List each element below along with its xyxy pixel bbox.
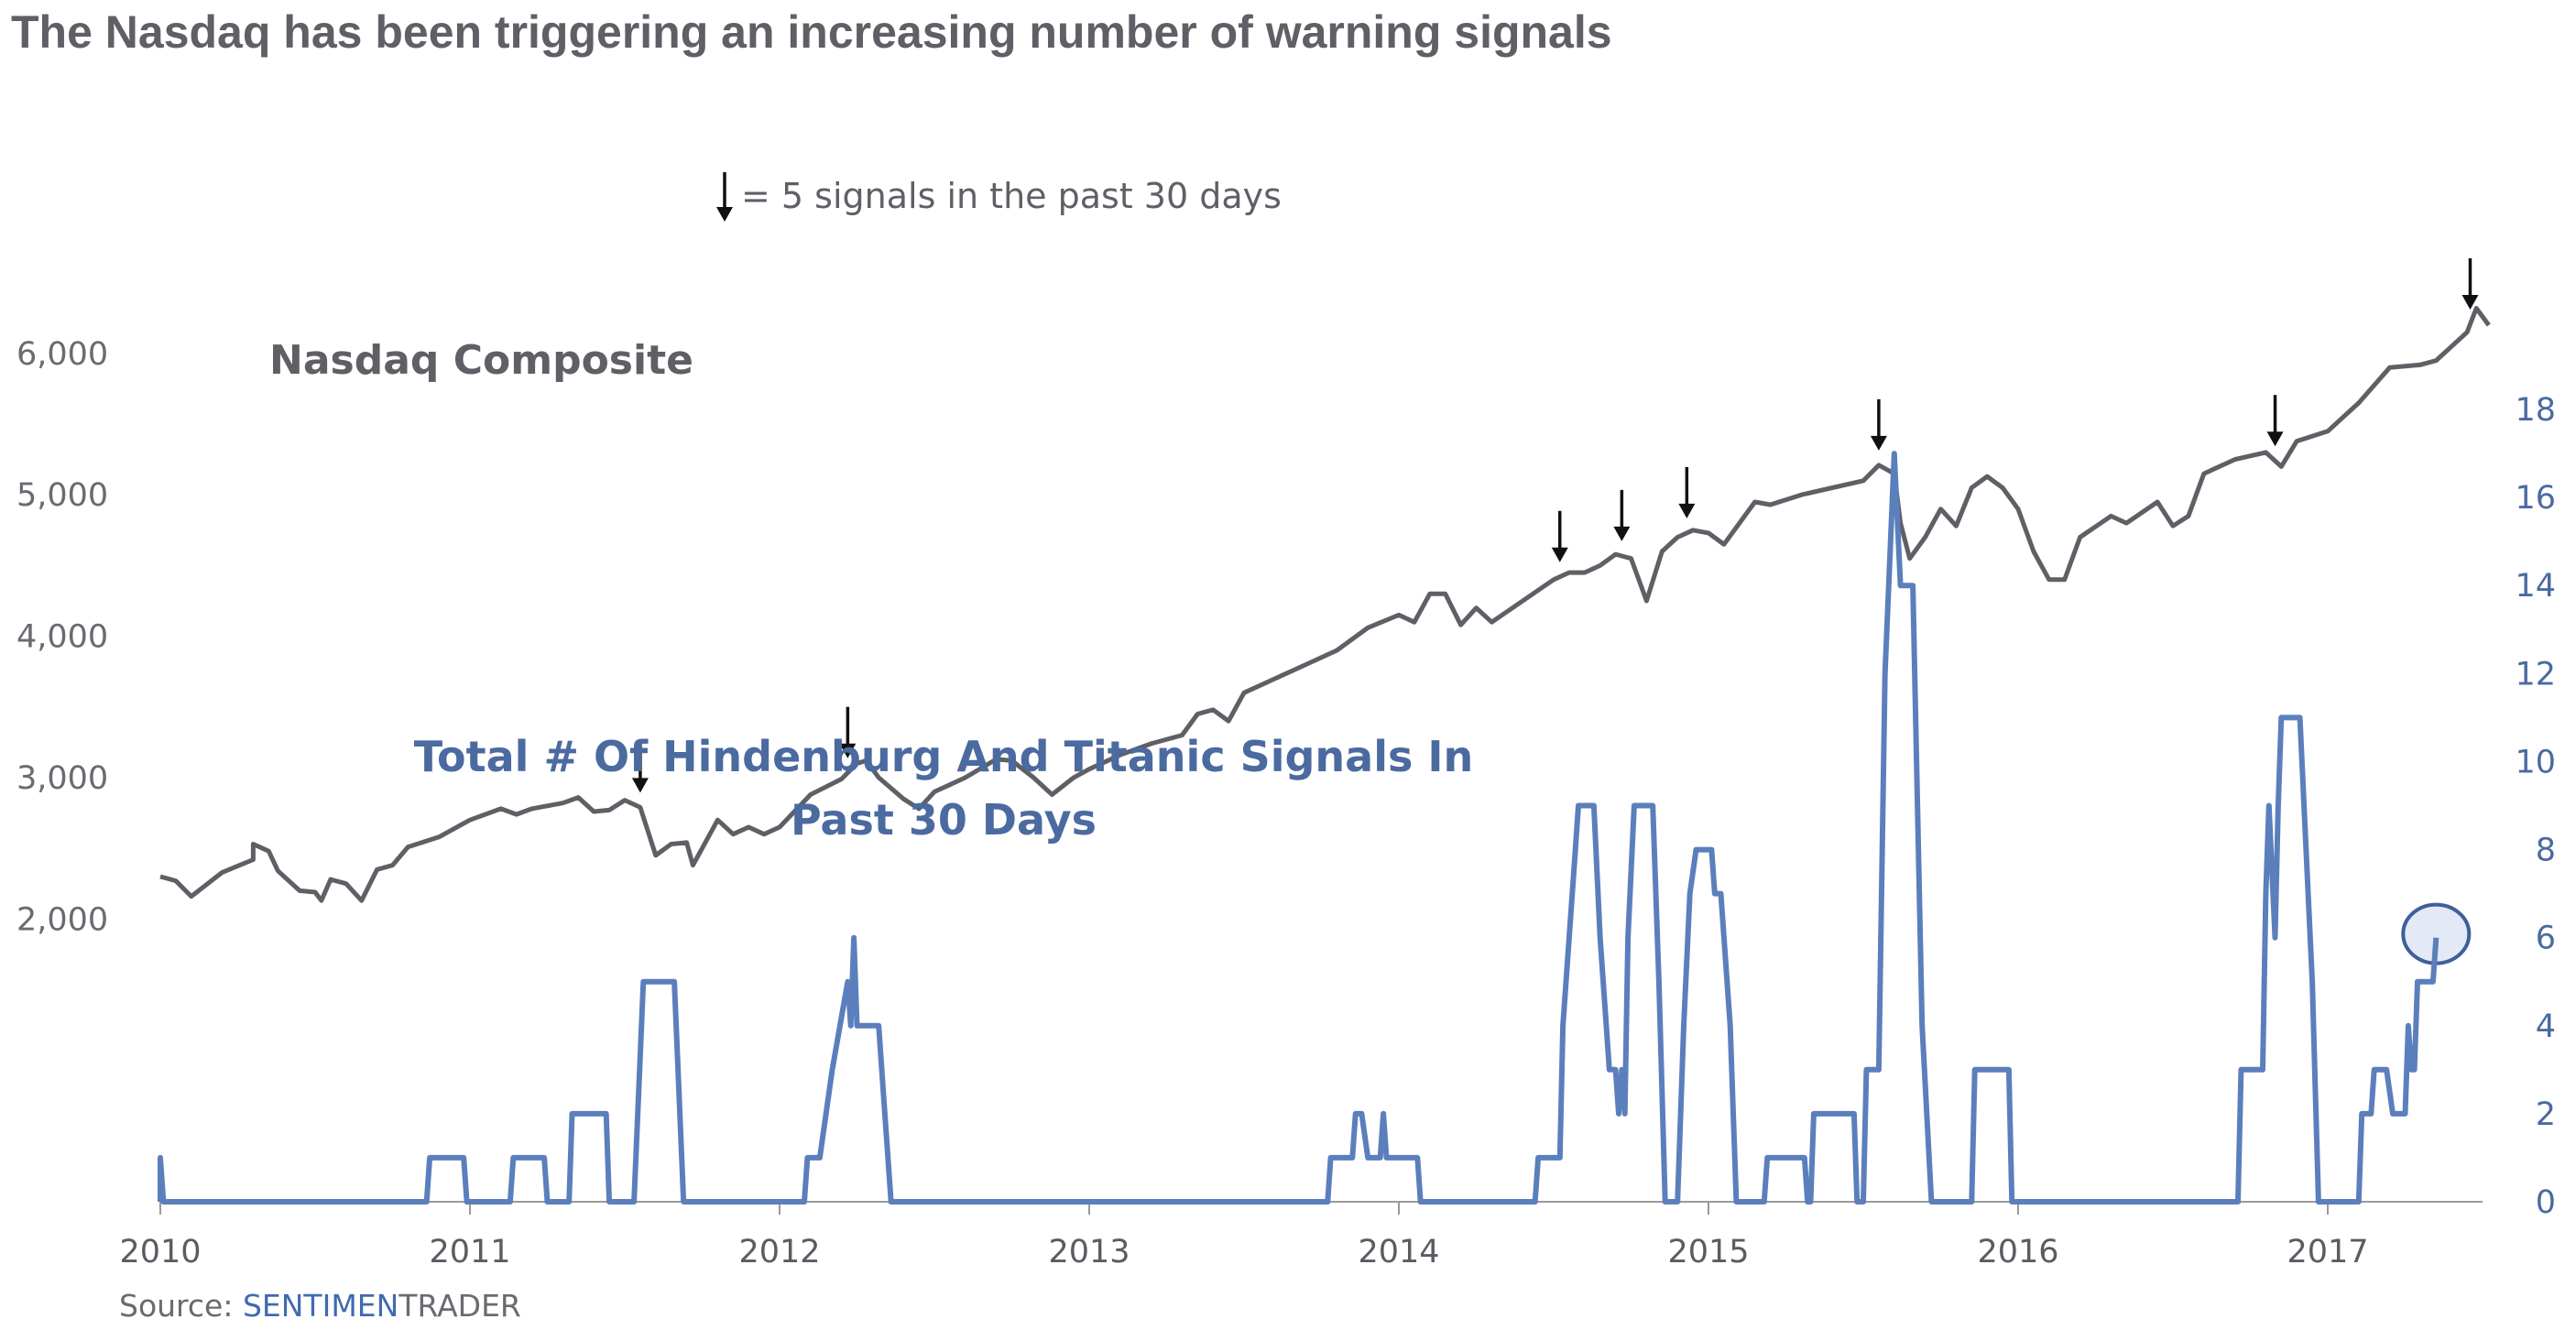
warning-arrow-icon (1678, 466, 1696, 518)
legend-note: = 5 signals in the past 30 days (741, 176, 1282, 216)
right-tick-label: 0 (2536, 1184, 2556, 1221)
right-tick-label: 6 (2536, 921, 2556, 957)
right-axis: 0 2 4 6 8 10 12 14 16 18 (2515, 392, 2556, 1221)
left-tick-label: 3,000 (16, 760, 108, 797)
nasdaq-composite-line (159, 306, 2491, 903)
warning-arrow-icon (2266, 395, 2284, 447)
signals-count-line (158, 451, 2440, 1205)
x-tick-label: 2013 (1048, 1234, 1130, 1270)
right-tick-label: 14 (2515, 568, 2556, 605)
signals-series-label-line1: Total # Of Hindenburg And Titanic Signal… (414, 732, 1473, 781)
warning-arrow-icon (1613, 489, 1631, 541)
warning-arrow-icon (1551, 510, 1568, 562)
warning-arrow-icon (1870, 398, 1887, 451)
warning-arrow-icon (839, 706, 857, 758)
warning-arrow-head (839, 743, 857, 758)
x-tick-label: 2014 (1358, 1234, 1439, 1270)
left-tick-label: 2,000 (16, 901, 108, 938)
left-axis: 2,000 3,000 4,000 5,000 6,000 (16, 336, 108, 938)
warning-arrow-head (631, 778, 649, 793)
source-credit: Source: SENTIMENTRADER (119, 1288, 521, 1324)
warning-arrow-head (1613, 526, 1631, 541)
warning-arrow-icon (2461, 257, 2479, 310)
source-brand-grey: TRADER (398, 1288, 521, 1324)
nasdaq-series-label: Nasdaq Composite (269, 337, 693, 384)
source-brand-blue: SENTIMEN (243, 1288, 398, 1324)
warning-arrow-icon (631, 741, 649, 793)
right-tick-label: 4 (2536, 1008, 2556, 1045)
warning-arrow-head (1678, 503, 1696, 518)
x-axis: 2010 2011 2012 2013 2014 2015 2016 2017 (119, 1202, 2369, 1270)
left-tick-label: 5,000 (16, 477, 108, 514)
x-tick-label: 2012 (738, 1234, 820, 1270)
right-tick-label: 12 (2515, 656, 2556, 692)
x-tick-label: 2016 (1977, 1234, 2058, 1270)
left-tick-label: 4,000 (16, 619, 108, 656)
right-tick-label: 8 (2536, 833, 2556, 869)
right-tick-label: 2 (2536, 1096, 2556, 1133)
chart-title: The Nasdaq has been triggering an increa… (11, 6, 1612, 58)
warning-arrow-head (1870, 435, 1887, 451)
right-tick-label: 16 (2515, 480, 2556, 517)
x-tick-label: 2011 (429, 1234, 510, 1270)
right-tick-label: 18 (2515, 392, 2556, 429)
right-tick-label: 10 (2515, 744, 2556, 780)
x-tick-label: 2010 (119, 1234, 201, 1270)
signals-series-label-line2: Past 30 Days (791, 795, 1097, 845)
x-tick-label: 2015 (1667, 1234, 1749, 1270)
warning-arrows (631, 257, 2479, 793)
left-tick-label: 6,000 (16, 336, 108, 373)
warning-arrow-head (2461, 294, 2479, 310)
warning-arrow-head (2266, 431, 2284, 447)
warning-arrow-head (1551, 547, 1568, 562)
legend-arrow-icon (716, 172, 733, 222)
x-tick-label: 2017 (2287, 1234, 2368, 1270)
